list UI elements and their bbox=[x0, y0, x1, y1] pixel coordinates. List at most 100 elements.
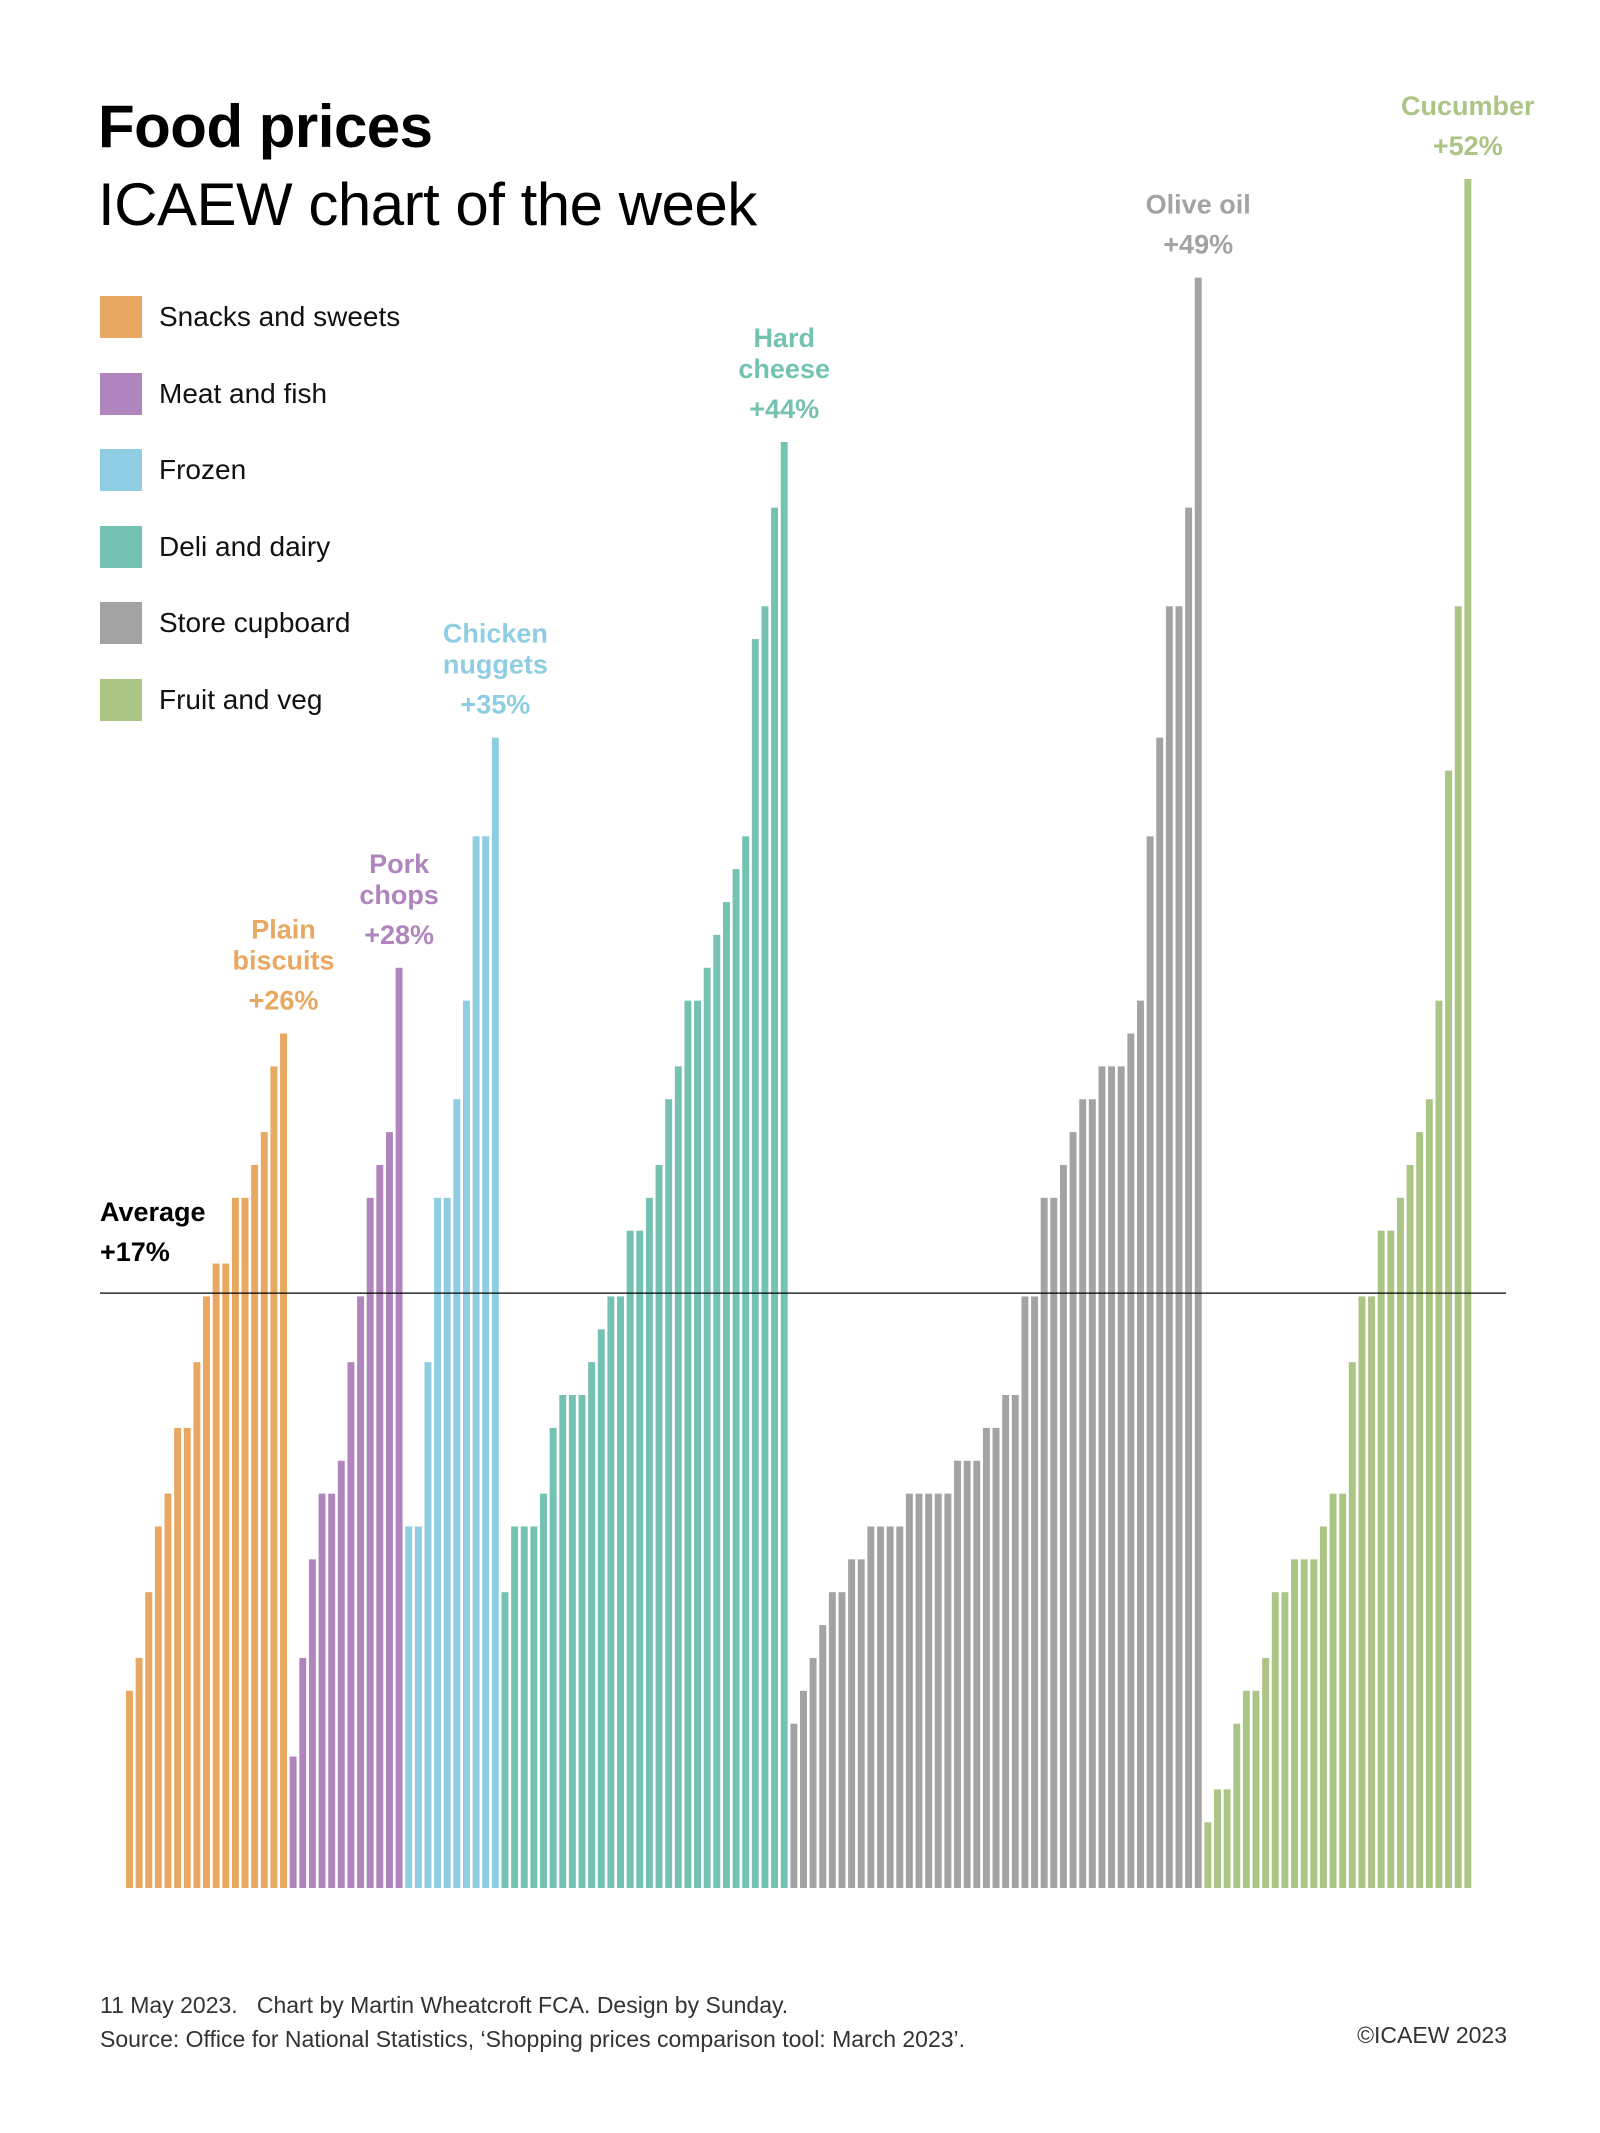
bar bbox=[1165, 606, 1173, 1888]
bar bbox=[857, 1559, 865, 1888]
bar bbox=[1069, 1132, 1077, 1888]
legend-swatch bbox=[100, 678, 142, 721]
bar bbox=[838, 1592, 846, 1888]
bar bbox=[1175, 606, 1183, 1888]
bar bbox=[559, 1395, 567, 1888]
footer-source: Source: Office for National Statistics, … bbox=[100, 2026, 966, 2052]
bar bbox=[992, 1427, 1000, 1888]
bar bbox=[1406, 1164, 1414, 1888]
bar bbox=[280, 1033, 287, 1888]
bar bbox=[405, 1526, 413, 1888]
bar bbox=[722, 902, 730, 1888]
bar bbox=[318, 1493, 326, 1888]
bar bbox=[665, 1099, 673, 1888]
legend-label: Store cupboard bbox=[159, 607, 351, 639]
annotation-label: Chicken bbox=[443, 619, 548, 649]
bar bbox=[1329, 1493, 1337, 1888]
bar bbox=[1319, 1526, 1327, 1888]
bar bbox=[270, 1066, 278, 1888]
bar bbox=[867, 1526, 875, 1888]
bar bbox=[511, 1526, 519, 1888]
legend-item-deli: Deli and dairy bbox=[100, 525, 400, 568]
bar bbox=[819, 1625, 827, 1888]
bar bbox=[1098, 1066, 1106, 1888]
legend-item-fruit-veg: Fruit and veg bbox=[100, 678, 400, 721]
bar bbox=[684, 1000, 692, 1888]
annotation-label: chops bbox=[359, 880, 439, 910]
bar bbox=[944, 1493, 952, 1888]
bar bbox=[299, 1657, 307, 1888]
copyright: ©ICAEW 2023 bbox=[1357, 2022, 1507, 2048]
bar bbox=[790, 1723, 798, 1888]
bar bbox=[973, 1460, 981, 1888]
annotation-label: Olive oil bbox=[1146, 190, 1251, 220]
chart-subtitle: ICAEW chart of the week bbox=[98, 171, 757, 238]
bar bbox=[1396, 1197, 1404, 1888]
bar bbox=[1059, 1164, 1067, 1888]
bar bbox=[1377, 1230, 1385, 1888]
legend-label: Deli and dairy bbox=[159, 530, 331, 562]
bar bbox=[126, 1690, 133, 1888]
bar bbox=[434, 1197, 442, 1888]
bar bbox=[183, 1427, 191, 1888]
bar bbox=[1204, 1822, 1212, 1888]
footer: 11 May 2023. Chart by Martin Wheatcroft … bbox=[100, 1988, 965, 2056]
bar bbox=[1435, 1000, 1443, 1888]
bar bbox=[1368, 1296, 1376, 1888]
bar bbox=[164, 1493, 172, 1888]
bar bbox=[472, 836, 480, 1888]
bar bbox=[203, 1296, 210, 1888]
bar bbox=[491, 737, 499, 1889]
bar bbox=[251, 1164, 259, 1888]
chart-title: Food prices bbox=[98, 93, 433, 160]
bar bbox=[1194, 277, 1202, 1889]
bar bbox=[154, 1526, 162, 1888]
annotation-label: Hard bbox=[753, 323, 815, 353]
bar bbox=[905, 1493, 913, 1888]
bar bbox=[414, 1526, 422, 1888]
annotation-value: +44% bbox=[749, 394, 819, 424]
legend-item-meat: Meat and fish bbox=[100, 372, 400, 415]
bar bbox=[540, 1493, 547, 1888]
bar bbox=[1387, 1230, 1395, 1888]
annotation-label: Pork bbox=[369, 849, 430, 879]
bar bbox=[934, 1493, 942, 1888]
legend-swatch bbox=[100, 372, 142, 415]
bar bbox=[751, 639, 759, 1888]
bar bbox=[289, 1756, 297, 1888]
bar bbox=[1454, 606, 1462, 1888]
bar bbox=[1262, 1657, 1270, 1888]
bar bbox=[1281, 1592, 1289, 1888]
bar bbox=[193, 1362, 201, 1888]
bar bbox=[742, 836, 750, 1888]
bar bbox=[1079, 1099, 1087, 1888]
bar bbox=[1252, 1690, 1260, 1888]
legend-item-store-cupboard: Store cupboard bbox=[100, 602, 400, 645]
bar bbox=[588, 1362, 596, 1888]
bar bbox=[501, 1592, 509, 1888]
bar bbox=[424, 1362, 432, 1888]
bar bbox=[1031, 1296, 1039, 1888]
bar bbox=[549, 1427, 557, 1888]
legend-swatch bbox=[100, 449, 142, 492]
bar bbox=[1021, 1296, 1029, 1888]
bar bbox=[366, 1197, 374, 1888]
bar bbox=[1416, 1132, 1424, 1888]
bar bbox=[1271, 1592, 1279, 1888]
annotation-label: Plain bbox=[251, 915, 316, 945]
bar bbox=[1233, 1723, 1241, 1888]
legend-swatch bbox=[100, 296, 142, 338]
annotation-label: nuggets bbox=[443, 650, 548, 680]
bar bbox=[848, 1559, 856, 1888]
bar bbox=[174, 1427, 182, 1888]
bar bbox=[607, 1296, 615, 1888]
footer-credits: 11 May 2023. Chart by Martin Wheatcroft … bbox=[100, 1992, 789, 2018]
bar bbox=[1137, 1000, 1144, 1888]
legend-label: Frozen bbox=[159, 454, 247, 486]
bar bbox=[568, 1395, 576, 1888]
bar bbox=[395, 967, 403, 1888]
bar bbox=[385, 1132, 393, 1888]
bar bbox=[886, 1526, 894, 1888]
